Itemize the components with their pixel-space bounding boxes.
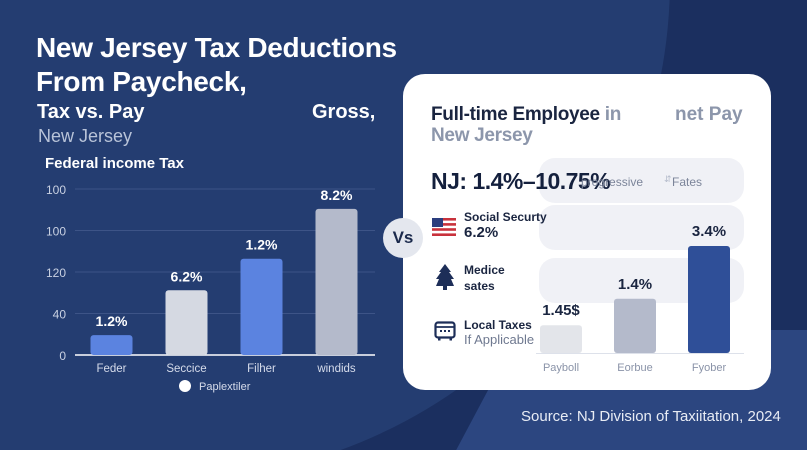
x-tick-label: Seccice <box>166 363 206 375</box>
row-social-security: Social Securty 6.2% <box>464 210 547 241</box>
row-medicare: Medice sates <box>464 263 505 293</box>
subtitle: Tax vs. Pay <box>37 101 145 123</box>
bar-value-label: 6.2% <box>171 268 203 284</box>
y-tick-label: 0 <box>59 349 66 363</box>
row-medicare-sub: sates <box>464 279 495 293</box>
y-tick-label: 100 <box>46 225 66 239</box>
x-tick-label: Fyober <box>692 362 727 374</box>
pill-row-1 <box>539 158 744 203</box>
row-local-taxes-sub: If Applicable <box>464 332 535 347</box>
row-social-security-value: 6.2% <box>464 224 499 241</box>
row-social-security-label: Social Securty <box>464 210 547 224</box>
bar-payboll <box>540 325 582 353</box>
card-title: Full-time Employee in <box>431 104 621 126</box>
x-tick-label: windids <box>316 363 356 375</box>
sort-icon: ⇵ <box>664 174 672 184</box>
row-local-taxes-label: Local Taxes <box>464 318 532 332</box>
bar-fyober <box>688 245 730 353</box>
bar-value-label: 1.2% <box>96 313 128 329</box>
bar-filher <box>240 258 283 355</box>
y-tick-label: 100 <box>46 183 66 197</box>
net-pay-card: Full-time Employee in net Pay New Jersey… <box>403 74 771 390</box>
y-tick-label: 120 <box>46 266 66 280</box>
page-title: New Jersey Tax Deductions From Paycheck, <box>36 31 397 99</box>
bar-value-label: 8.2% <box>321 187 353 203</box>
region-label: New Jersey <box>38 126 133 146</box>
card-title-right: net Pay <box>675 104 743 125</box>
page-title-line-2: From Paycheck, <box>36 66 247 97</box>
card-title-muted: in <box>599 104 622 125</box>
legend-marker <box>179 380 191 392</box>
legend-label: Paplextiler <box>199 381 251 393</box>
bar-value-label: 1.4% <box>618 276 652 293</box>
left-chart-title: Federal income Tax <box>45 155 184 172</box>
row-local-taxes: Local Taxes If Applicable <box>464 318 534 347</box>
rate-note: progressive <box>581 175 644 189</box>
tree-icon <box>436 264 454 290</box>
bar-seccice <box>165 290 208 355</box>
x-tick-label: Payboll <box>543 362 579 374</box>
x-tick-label: Feder <box>96 363 126 375</box>
source-note: Source: NJ Division of Taxiitation, 2024 <box>521 408 781 425</box>
x-tick-label: Filher <box>247 363 276 375</box>
bar-feder <box>90 335 133 355</box>
register-icon <box>434 321 456 341</box>
card-title-line-2: New Jersey <box>431 125 533 146</box>
us-flag-icon <box>432 218 456 236</box>
subtitle-right: Gross, <box>312 101 376 123</box>
row-medicare-label: Medice <box>464 263 505 277</box>
right-bar-chart: 1.45$ Payboll 1.4% Eorbue 3.4% Fyober <box>536 223 744 374</box>
bar-value-label: 1.45$ <box>542 302 580 319</box>
bar-eorbue <box>614 298 656 353</box>
pill-row-2 <box>539 205 744 250</box>
bar-windids <box>315 208 358 355</box>
left-bar-chart: 0 40 120 100 100 1.2% Feder 6.2% Seccice 1.2% Filh… <box>46 183 375 393</box>
page-title-line-1: New Jersey Tax Deductions <box>36 32 397 63</box>
bar-value-label: 1.2% <box>246 237 278 253</box>
y-tick-label: 40 <box>53 308 67 322</box>
card-title-bold: Full-time Employee <box>431 104 600 125</box>
vs-badge: Vs <box>383 218 423 258</box>
rate-suffix: Fates <box>672 175 703 189</box>
x-tick-label: Eorbue <box>617 362 652 374</box>
bar-value-label: 3.4% <box>692 223 726 240</box>
nj-rate: NJ: 1.4%–10.75% <box>431 168 611 194</box>
